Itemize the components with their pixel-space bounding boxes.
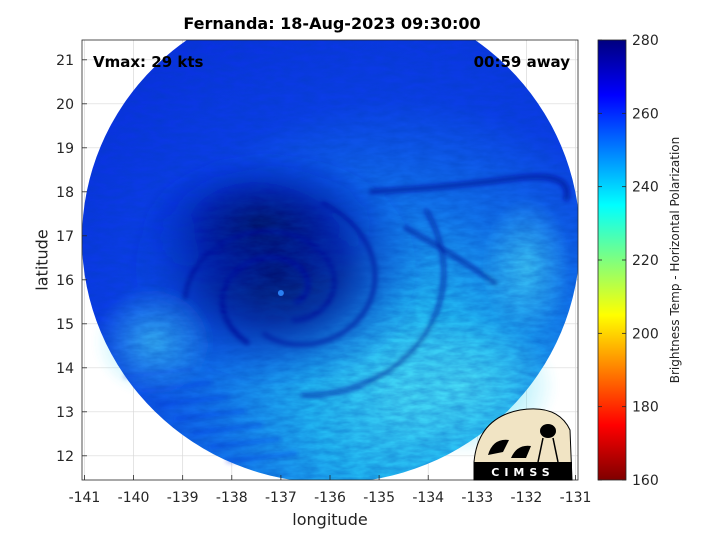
water-tower-icon bbox=[540, 424, 556, 438]
x-tick-label: -131 bbox=[560, 490, 592, 506]
x-tick-label: -134 bbox=[412, 490, 444, 506]
colorbar bbox=[597, 39, 627, 481]
cimss-logo: CIMSS bbox=[473, 408, 573, 481]
colorbar-tick-label: 280 bbox=[632, 33, 659, 49]
time-away-label: 00:59 away bbox=[473, 53, 570, 71]
colorbar-tick-label: 160 bbox=[632, 473, 659, 489]
y-tick-label: 21 bbox=[56, 53, 74, 69]
y-tick-label: 16 bbox=[56, 273, 74, 289]
y-tick-label: 12 bbox=[56, 449, 74, 465]
y-tick-label: 13 bbox=[56, 405, 74, 421]
y-tick-label: 18 bbox=[56, 185, 74, 201]
x-tick-label: -139 bbox=[167, 490, 199, 506]
y-tick-label: 15 bbox=[56, 317, 74, 333]
y-tick-label: 20 bbox=[56, 97, 74, 113]
colorbar-tick-label: 260 bbox=[632, 106, 659, 122]
swath-texture bbox=[82, 40, 578, 480]
satellite-dish-icon bbox=[488, 439, 531, 458]
x-axis-ticks: -141 -140 -139 -138 -137 -136 -135 -134 -133 -132… bbox=[69, 475, 592, 506]
x-tick-label: -140 bbox=[118, 490, 150, 506]
y-tick-label: 19 bbox=[56, 141, 74, 157]
logo-banner bbox=[474, 462, 572, 480]
storm-center bbox=[277, 290, 284, 296]
colorbar-label: Brightness Temp - Horizontal Polarizatio… bbox=[668, 136, 682, 384]
logo-text: CIMSS bbox=[491, 466, 554, 479]
y-axis-ticks: 12 13 14 15 16 17 18 19 20 21 bbox=[56, 53, 87, 465]
colorbar-tick-label: 220 bbox=[632, 253, 659, 269]
colorbar-ticks: 160 180 200 220 240 260 280 bbox=[598, 33, 659, 489]
x-tick-label: -138 bbox=[216, 490, 248, 506]
x-tick-label: -135 bbox=[363, 490, 395, 506]
vmax-label: Vmax: 29 kts bbox=[93, 53, 204, 71]
x-tick-label: -132 bbox=[511, 490, 543, 506]
x-tick-label: -141 bbox=[69, 490, 101, 506]
colorbar-tick-label: 200 bbox=[632, 326, 659, 342]
y-axis-label: latitude bbox=[32, 229, 52, 291]
x-axis-label: longitude bbox=[292, 510, 368, 529]
x-tick-label: -137 bbox=[265, 490, 297, 506]
y-tick-label: 17 bbox=[56, 229, 74, 245]
colorbar-tick-label: 180 bbox=[632, 400, 659, 416]
plot-title: Fernanda: 18-Aug-2023 09:30:00 bbox=[183, 14, 481, 33]
x-tick-label: -133 bbox=[461, 490, 493, 506]
tower-leg-icon bbox=[537, 437, 544, 463]
tower-leg-icon bbox=[552, 437, 559, 463]
satellite-imagery bbox=[82, 40, 578, 480]
colorbar-tick-label: 240 bbox=[632, 180, 659, 196]
x-tick-label: -136 bbox=[314, 490, 346, 506]
y-tick-label: 14 bbox=[56, 361, 74, 377]
